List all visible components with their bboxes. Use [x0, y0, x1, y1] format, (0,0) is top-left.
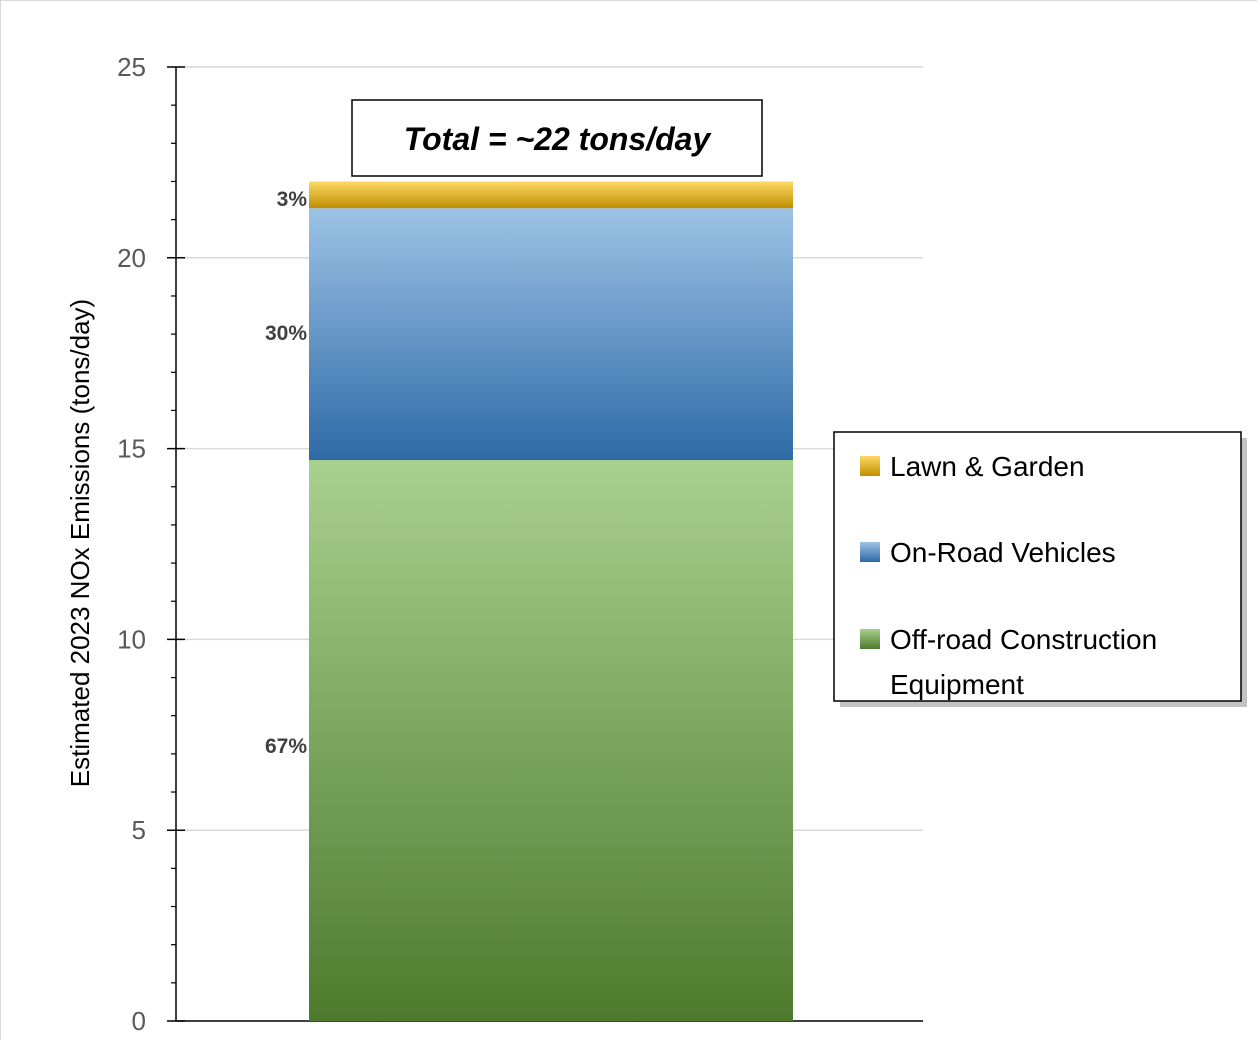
y-tick-label: 15 — [117, 434, 146, 464]
percent-label: 3% — [277, 188, 308, 211]
bar-segment — [309, 181, 793, 209]
y-tick-label: 5 — [132, 815, 146, 845]
total-annotation: Total = ~22 tons/day — [351, 99, 763, 177]
y-axis-title: Estimated 2023 NOx Emissions (tons/day) — [65, 299, 95, 787]
legend-label: On-Road Vehicles — [890, 537, 1116, 568]
percent-label: 30% — [265, 322, 307, 345]
legend-label: Off-road Construction — [890, 624, 1157, 655]
y-tick-label: 20 — [117, 243, 146, 273]
total-annotation-box — [351, 99, 763, 177]
y-tick-label: 10 — [117, 624, 146, 654]
percent-labels: 67% 30% 3% — [265, 188, 307, 758]
y-axis: 0 5 10 15 20 25 — [117, 52, 923, 1036]
legend: Lawn & Garden On-Road Vehicles Off-road Co… — [833, 431, 1247, 707]
percent-label: 67% — [265, 735, 307, 758]
y-tick-label: 25 — [117, 52, 146, 82]
legend-label: Lawn & Garden — [890, 451, 1085, 482]
bar-stack — [309, 181, 793, 1022]
bar-segment — [309, 460, 793, 1022]
total-annotation-text: Total = ~22 tons/day — [404, 121, 713, 157]
y-tick-label: 0 — [132, 1006, 146, 1036]
bar-segment — [309, 208, 793, 461]
legend-swatch — [860, 629, 880, 649]
legend-swatch — [860, 542, 880, 562]
legend-box — [833, 431, 1242, 702]
legend-swatch — [860, 456, 880, 476]
legend-label: Equipment — [890, 669, 1024, 700]
